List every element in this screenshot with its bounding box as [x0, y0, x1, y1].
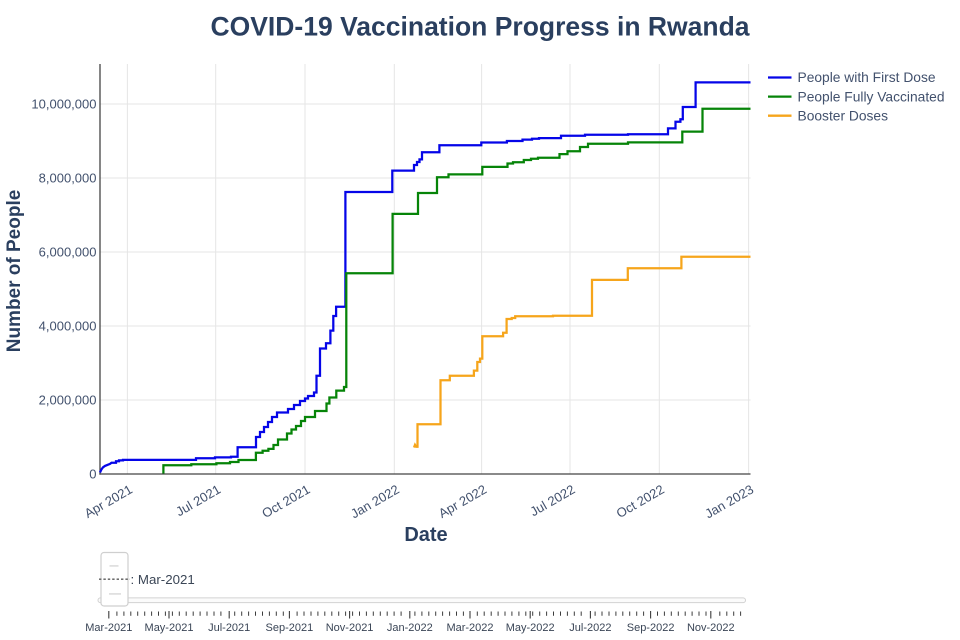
svg-text:Sep-2022: Sep-2022	[627, 622, 675, 634]
svg-text:6,000,000: 6,000,000	[39, 245, 97, 260]
svg-text:10,000,000: 10,000,000	[31, 97, 96, 112]
svg-text:8,000,000: 8,000,000	[39, 171, 97, 186]
svg-text:Mar-2021: Mar-2021	[85, 622, 132, 634]
svg-text:Jul-2022: Jul-2022	[569, 622, 611, 634]
svg-text:Nov-2022: Nov-2022	[687, 622, 735, 634]
svg-text:Nov-2021: Nov-2021	[326, 622, 374, 634]
svg-text:May-2021: May-2021	[145, 622, 194, 634]
svg-text:Number of People: Number of People	[4, 190, 25, 353]
svg-text:People Fully Vaccinated: People Fully Vaccinated	[798, 89, 945, 104]
svg-text:Sep-2021: Sep-2021	[266, 622, 314, 634]
svg-text:Date: Date	[404, 524, 447, 546]
svg-text:May-2022: May-2022	[506, 622, 555, 634]
svg-text:0: 0	[89, 467, 96, 482]
svg-text:: Mar-2021: : Mar-2021	[131, 572, 195, 587]
svg-text:4,000,000: 4,000,000	[39, 319, 97, 334]
svg-text:Booster Doses: Booster Doses	[798, 108, 889, 123]
svg-text:Jan-2022: Jan-2022	[387, 622, 433, 634]
svg-text:2,000,000: 2,000,000	[39, 393, 97, 408]
svg-text:Mar-2022: Mar-2022	[446, 622, 493, 634]
svg-text:COVID-19 Vaccination Progress: COVID-19 Vaccination Progress in Rwanda	[211, 12, 750, 42]
svg-text:People with First Dose: People with First Dose	[798, 70, 936, 85]
svg-text:Jul-2021: Jul-2021	[208, 622, 250, 634]
